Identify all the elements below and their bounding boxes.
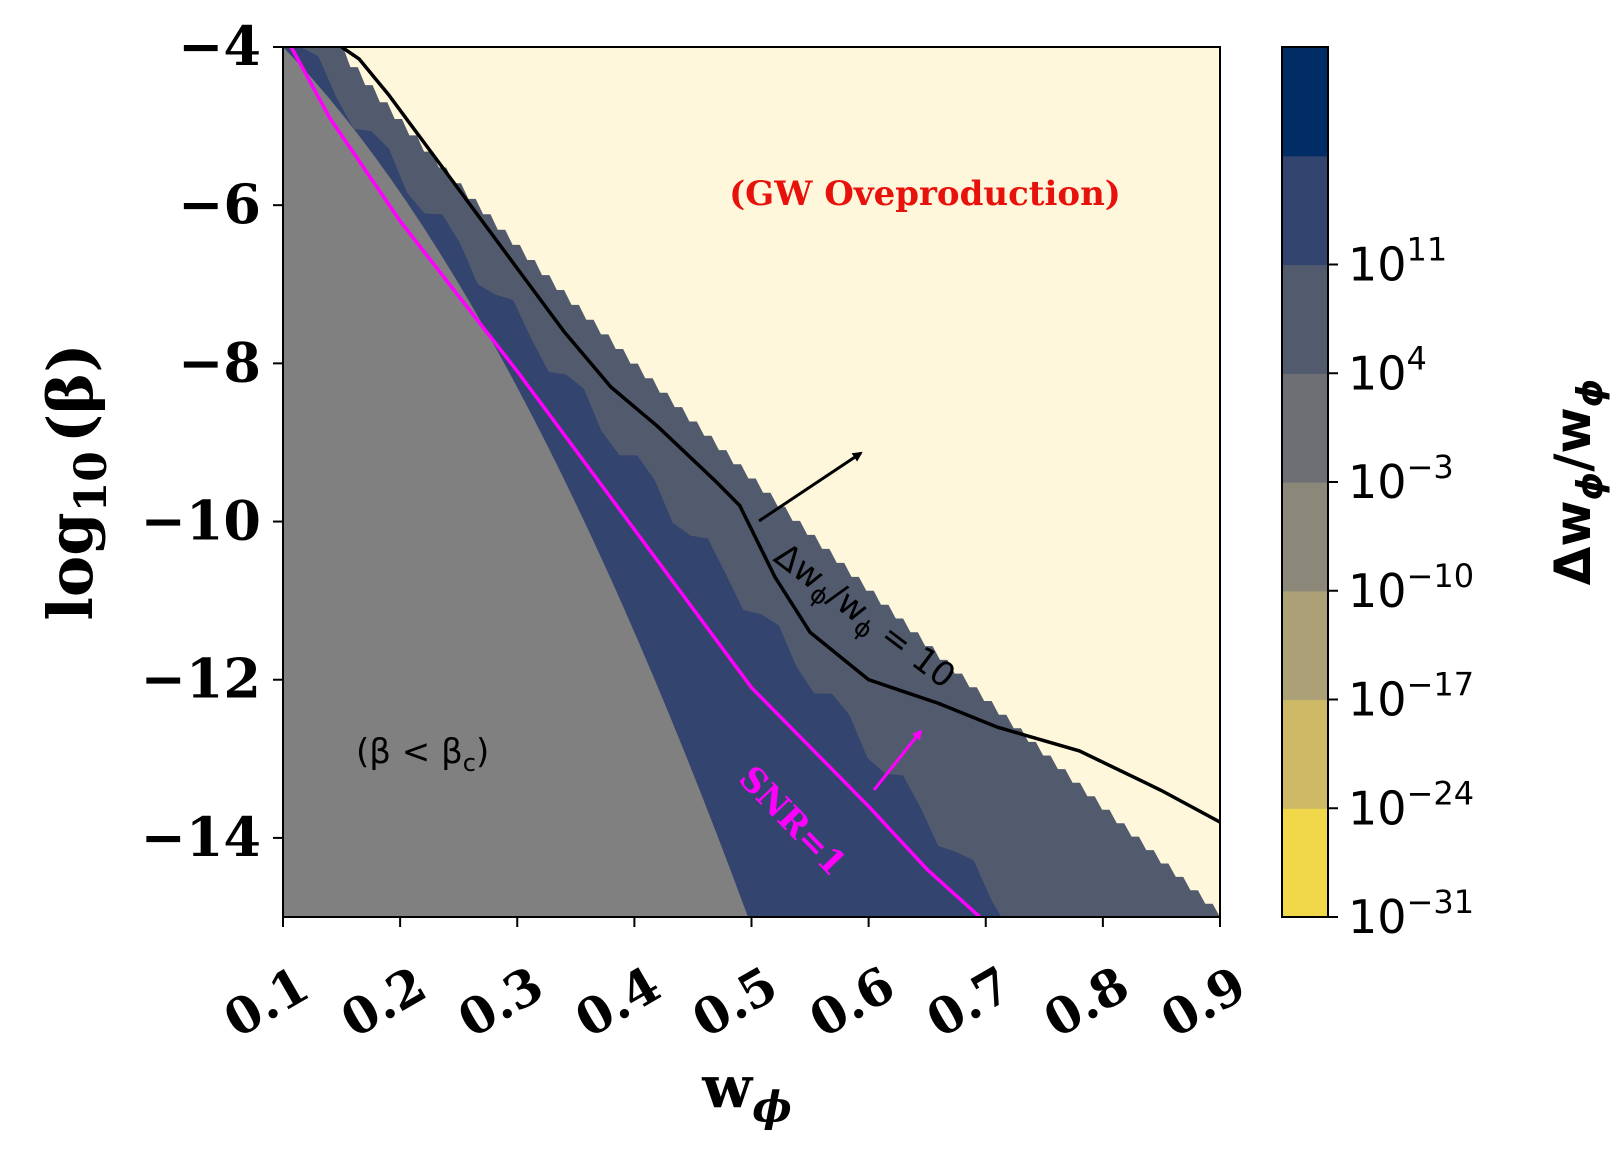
y-tick-label: −10 bbox=[141, 489, 261, 553]
colorbar-tick-label: 10−17 bbox=[1348, 666, 1474, 727]
colorbar-tick-label: 10−31 bbox=[1348, 883, 1474, 944]
y-tick-label: −8 bbox=[178, 330, 261, 394]
colorbar-level bbox=[1282, 373, 1328, 483]
series-line-1 bbox=[289, 47, 982, 917]
x-tick-label: 0.8 bbox=[1034, 955, 1139, 1050]
y-tick-label: −4 bbox=[178, 14, 261, 78]
x-tick-label: 0.6 bbox=[799, 955, 904, 1050]
colorbar-ticks: 10−31 10−24 10−17 10−10 10−3 104 1011 bbox=[1328, 231, 1474, 944]
colorbar-tick-label: 104 bbox=[1348, 339, 1427, 400]
x-tick-label: 0.4 bbox=[565, 955, 670, 1050]
colorbar-level bbox=[1282, 699, 1328, 809]
overproduction-label: (GW Oveproduction) bbox=[729, 174, 1121, 214]
colorbar-level bbox=[1282, 808, 1328, 918]
colorbar-level bbox=[1282, 590, 1328, 701]
y-tick-label: −6 bbox=[178, 172, 261, 236]
y-axis-label: log10(β) bbox=[34, 343, 117, 620]
x-tick-label: 0.1 bbox=[214, 955, 319, 1050]
colorbar-tick-label: 10−10 bbox=[1348, 557, 1474, 618]
colorbar-level bbox=[1282, 47, 1328, 157]
x-axis-label: wϕ bbox=[701, 1053, 791, 1131]
contour-arrow bbox=[758, 451, 863, 523]
y-tick-label: −14 bbox=[141, 805, 261, 869]
series-layer bbox=[289, 47, 1220, 917]
x-tick-label: 0.5 bbox=[682, 955, 787, 1050]
colorbar-level bbox=[1282, 482, 1328, 592]
plot-area bbox=[283, 47, 1220, 917]
colorbar-label: Δwϕ/wϕ bbox=[1544, 379, 1610, 586]
colorbar-level bbox=[1282, 155, 1328, 266]
y-tick-label: −12 bbox=[141, 647, 261, 711]
x-tick-label: 0.9 bbox=[1151, 955, 1256, 1050]
colorbar-tick-label: 10−3 bbox=[1348, 448, 1454, 509]
colorbar-level bbox=[1282, 264, 1328, 374]
colorbar-tick-label: 1011 bbox=[1348, 231, 1447, 292]
snr-arrow bbox=[872, 729, 923, 791]
beta-below-critical-region bbox=[283, 47, 748, 917]
beta-critical-label: (β < βc) bbox=[356, 732, 489, 777]
x-tick-label: 0.2 bbox=[331, 955, 436, 1050]
x-tick-label: 0.7 bbox=[917, 955, 1022, 1050]
series-line-0 bbox=[340, 47, 1220, 824]
colorbar-tick-label: 10−24 bbox=[1348, 774, 1474, 835]
x-axis: 0.1 0.2 0.3 0.4 0.5 0.6 0.7 0.8 0.9 bbox=[214, 917, 1256, 1049]
colorbar bbox=[1281, 46, 1329, 918]
y-axis: −4 −6 −8 −10 −12 −14 bbox=[141, 14, 283, 869]
x-tick-label: 0.3 bbox=[448, 955, 553, 1050]
